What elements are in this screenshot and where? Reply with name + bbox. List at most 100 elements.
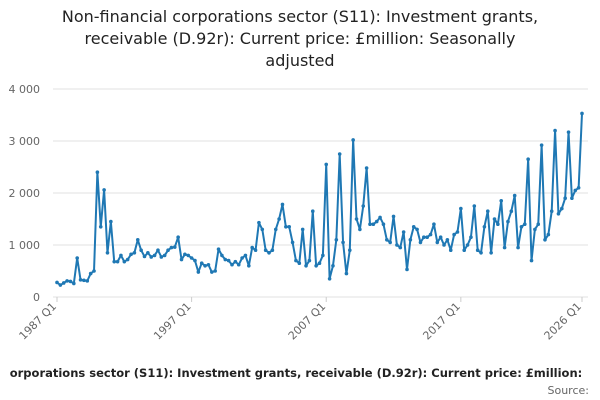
- point: [485, 209, 490, 213]
- point: [142, 254, 147, 259]
- point: [169, 245, 174, 250]
- point: [576, 186, 581, 190]
- x-tick-label: 2007 Q1: [286, 300, 329, 343]
- point: [105, 251, 110, 255]
- footer-title: orporations sector (S11): Investment gra…: [10, 366, 583, 380]
- point: [206, 262, 211, 267]
- point: [371, 222, 376, 226]
- point: [223, 257, 228, 262]
- point: [287, 225, 292, 229]
- point: [341, 240, 345, 245]
- point: [536, 222, 541, 226]
- point: [425, 235, 429, 239]
- point: [580, 111, 584, 116]
- point: [509, 209, 514, 213]
- point: [119, 253, 123, 258]
- point: [512, 193, 517, 198]
- point: [294, 258, 298, 263]
- point: [361, 204, 366, 208]
- point: [135, 238, 140, 242]
- source: Source:: [548, 384, 590, 397]
- point: [284, 225, 288, 229]
- point: [411, 225, 416, 229]
- point: [247, 264, 251, 268]
- point: [465, 243, 470, 247]
- point: [539, 143, 544, 147]
- point: [502, 245, 507, 250]
- x-tick-label: 2017 Q1: [420, 300, 463, 343]
- point: [556, 212, 561, 216]
- point: [401, 230, 406, 234]
- point: [203, 264, 207, 268]
- point: [492, 217, 497, 221]
- point: [408, 238, 413, 242]
- point: [152, 253, 157, 258]
- point: [300, 227, 305, 232]
- point: [273, 227, 278, 232]
- point: [193, 258, 197, 263]
- point: [321, 253, 325, 258]
- point: [388, 240, 392, 245]
- point: [560, 206, 564, 211]
- point: [499, 199, 504, 203]
- point: [435, 240, 440, 245]
- y-tick-label: 0: [33, 291, 40, 304]
- point: [166, 248, 170, 252]
- point: [226, 258, 231, 263]
- point: [267, 251, 271, 255]
- point: [418, 240, 423, 245]
- point: [102, 188, 106, 192]
- point: [297, 261, 302, 266]
- point: [304, 264, 308, 268]
- point: [263, 248, 268, 252]
- point: [563, 196, 567, 200]
- point: [351, 138, 355, 142]
- point: [270, 248, 275, 252]
- point: [452, 232, 456, 237]
- point: [220, 253, 224, 258]
- point: [533, 227, 537, 232]
- point: [72, 281, 76, 286]
- chart-title: Non-financial corporations sector (S11):…: [62, 7, 538, 26]
- point: [546, 232, 551, 237]
- point: [310, 209, 315, 213]
- point: [250, 245, 254, 250]
- point: [216, 247, 221, 251]
- point: [442, 243, 446, 247]
- point: [344, 271, 349, 276]
- point: [526, 157, 530, 161]
- y-tick-label: 2 000: [9, 187, 41, 200]
- point: [115, 259, 120, 264]
- point: [109, 219, 113, 224]
- point: [354, 217, 359, 221]
- point: [516, 245, 520, 250]
- point: [277, 217, 281, 221]
- point: [61, 281, 66, 285]
- point: [422, 235, 426, 239]
- point: [95, 170, 100, 174]
- point: [290, 240, 295, 245]
- point: [347, 248, 352, 252]
- point: [156, 248, 160, 252]
- point: [364, 166, 369, 170]
- point: [65, 279, 69, 283]
- point: [543, 238, 547, 242]
- point: [398, 245, 403, 250]
- point: [307, 258, 312, 263]
- point: [75, 256, 79, 260]
- point: [58, 283, 63, 287]
- point: [448, 248, 453, 252]
- point: [522, 222, 527, 226]
- point: [331, 264, 335, 268]
- chart-title: receivable (D.92r): Current price: £mill…: [85, 29, 516, 48]
- x-tick-label: 1987 Q1: [17, 300, 60, 343]
- point: [573, 188, 578, 193]
- point: [566, 130, 571, 134]
- point: [55, 280, 59, 285]
- point: [112, 259, 117, 264]
- point: [445, 238, 450, 242]
- point: [358, 227, 362, 232]
- point: [98, 225, 103, 229]
- y-tick-label: 3 000: [9, 135, 41, 148]
